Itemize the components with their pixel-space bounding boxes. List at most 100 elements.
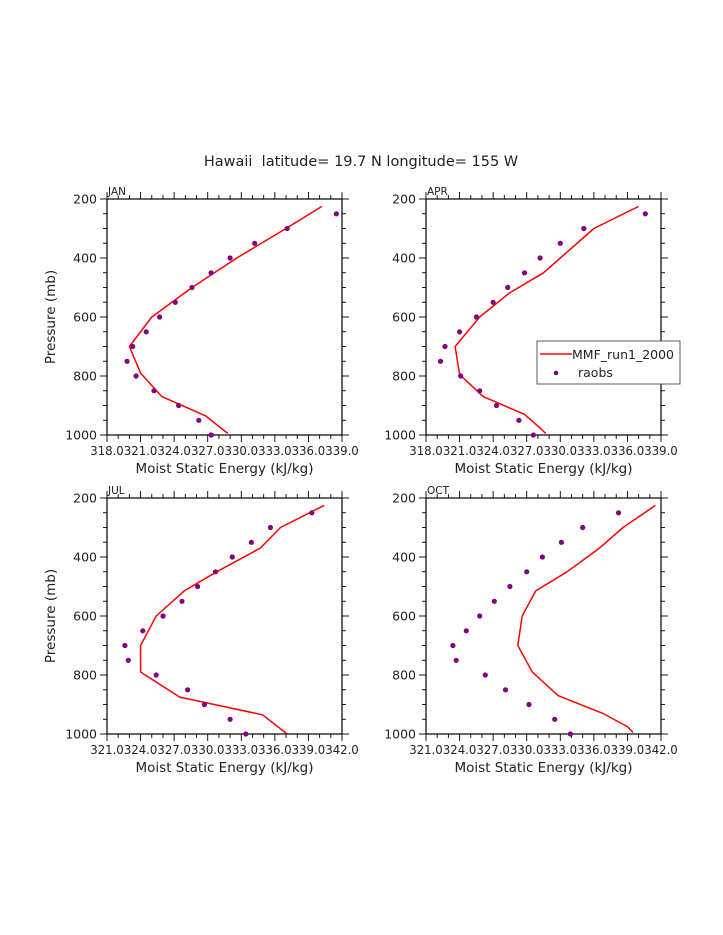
raobs-point: [581, 225, 587, 232]
raobs-point: [208, 432, 214, 438]
x-tick-label: 333.0: [544, 742, 578, 757]
x-tick-label: 336.0: [292, 443, 326, 458]
y-axis-label: Pressure (mb): [43, 270, 59, 364]
legend-label-obs: raobs: [578, 365, 613, 380]
raobs-point: [140, 628, 146, 634]
y-tick-label: 1000: [65, 428, 97, 443]
legend-marker-swatch: [553, 370, 559, 376]
x-axis-label: Moist Static Energy (kJ/kg): [136, 461, 314, 477]
raobs-point: [615, 510, 622, 516]
raobs-point: [642, 211, 648, 217]
x-tick-label: 327.0: [157, 742, 191, 757]
y-tick-label: 400: [392, 251, 416, 266]
y-tick-label: 200: [73, 192, 97, 207]
raobs-point: [516, 417, 522, 423]
raobs-point: [172, 299, 178, 305]
raobs-point: [437, 358, 444, 364]
x-axis-label: Moist Static Energy (kJ/kg): [136, 760, 314, 776]
raobs-point: [160, 613, 166, 619]
x-tick-label: 321.0: [124, 443, 158, 458]
x-tick-label: 339.0: [325, 443, 359, 458]
x-tick-label: 330.0: [191, 742, 225, 757]
raobs-point: [179, 598, 185, 604]
raobs-point: [473, 314, 479, 320]
y-tick-label: 800: [392, 668, 416, 683]
x-tick-label: 324.0: [157, 443, 191, 458]
raobs-point: [243, 731, 249, 737]
raobs-point: [558, 539, 565, 545]
legend-label-model: MMF_run1_2000: [572, 347, 674, 362]
y-tick-label: 600: [392, 609, 416, 624]
raobs-point: [442, 343, 448, 350]
raobs-point: [201, 701, 207, 708]
panel-label: APR: [427, 186, 448, 198]
y-tick-label: 200: [392, 192, 416, 207]
y-tick-label: 800: [392, 369, 416, 384]
raobs-point: [490, 299, 496, 305]
x-axis-label: Moist Static Energy (kJ/kg): [455, 461, 633, 477]
x-tick-label: 324.0: [443, 742, 477, 757]
x-tick-label: 333.0: [258, 443, 292, 458]
raobs-point: [143, 329, 149, 335]
raobs-point: [309, 510, 315, 516]
legend-box: [536, 340, 681, 385]
raobs-point: [450, 642, 456, 649]
x-tick-label: 330.0: [510, 742, 544, 757]
raobs-point: [521, 270, 528, 276]
x-tick-label: 327.0: [476, 742, 510, 757]
y-tick-label: 400: [73, 251, 97, 266]
plot-frame: [106, 497, 343, 735]
raobs-point: [524, 569, 530, 575]
model-line-mmf-run1-2000: [454, 205, 639, 435]
raobs-point: [463, 628, 469, 634]
y-tick-label: 800: [73, 369, 97, 384]
raobs-point: [185, 687, 191, 693]
raobs-point: [580, 524, 586, 531]
raobs-point: [537, 255, 543, 261]
y-tick-label: 600: [392, 310, 416, 325]
y-tick-label: 1000: [384, 428, 416, 443]
raobs-point: [124, 358, 130, 364]
x-tick-label: 336.0: [611, 443, 645, 458]
raobs-point: [505, 284, 511, 291]
x-tick-label: 339.0: [644, 443, 678, 458]
raobs-point: [493, 402, 500, 409]
model-line-mmf-run1-2000: [139, 504, 325, 735]
x-tick-label: 339.0: [611, 742, 645, 757]
x-tick-label: 327.0: [510, 443, 544, 458]
raobs-point: [530, 432, 537, 438]
y-axis-label: Pressure (mb): [43, 569, 59, 663]
x-tick-label: 330.0: [225, 443, 259, 458]
raobs-point: [248, 539, 254, 545]
raobs-point: [267, 524, 273, 531]
x-tick-label: 321.0: [90, 742, 124, 757]
model-line-mmf-run1-2000: [128, 205, 323, 435]
plot-frame: [425, 198, 662, 436]
y-tick-label: 200: [73, 491, 97, 506]
raobs-point: [539, 554, 546, 560]
raobs-point: [453, 657, 459, 663]
y-tick-label: 200: [392, 491, 416, 506]
x-tick-label: 336.0: [577, 742, 611, 757]
raobs-point: [567, 731, 574, 737]
x-tick-label: 318.0: [409, 443, 443, 458]
plot-frame: [425, 497, 662, 735]
x-tick-label: 339.0: [292, 742, 326, 757]
raobs-point: [491, 598, 497, 604]
raobs-point: [157, 314, 163, 320]
x-tick-label: 327.0: [191, 443, 225, 458]
y-tick-label: 600: [73, 310, 97, 325]
raobs-point: [130, 343, 136, 350]
x-tick-label: 333.0: [225, 742, 259, 757]
raobs-point: [227, 255, 233, 261]
y-tick-label: 1000: [65, 727, 97, 742]
raobs-point: [458, 373, 464, 379]
raobs-point: [151, 388, 157, 394]
legend: MMF_run1_2000 raobs: [536, 340, 681, 385]
x-tick-label: 342.0: [644, 742, 678, 757]
raobs-point: [125, 657, 131, 663]
